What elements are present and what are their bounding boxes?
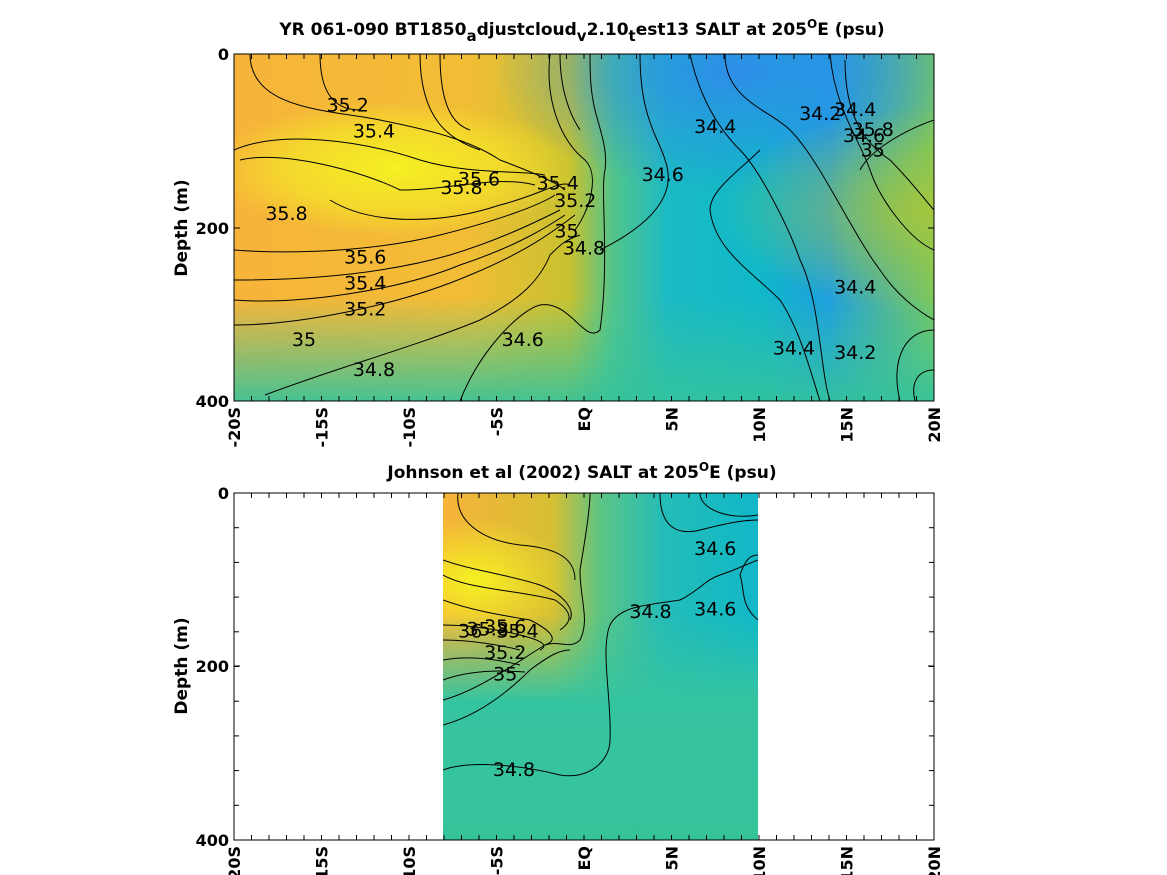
top-contour-label: 35.6 <box>458 168 500 190</box>
top-ylabel: Depth (m) <box>172 179 192 276</box>
bottom-ytick-0: 0 <box>218 484 229 503</box>
top-contour-label: 35.2 <box>327 95 369 117</box>
bottom-panel: Johnson et al (2002) SALT at 205OE (psu) <box>172 460 944 875</box>
top-ytick-400: 400 <box>196 392 229 411</box>
top-contour-label: 35 <box>554 220 578 242</box>
bottom-contour-label: 35.4 <box>496 620 538 642</box>
top-xtick-label: 20N <box>925 407 944 443</box>
bottom-contour-label: 35.8 <box>467 619 509 641</box>
top-x-minor-ticks <box>233 54 935 401</box>
top-contour-label: 35.8 <box>440 177 482 199</box>
top-contour-label: 34.8 <box>353 359 395 381</box>
top-contour-label: 34.4 <box>773 337 815 359</box>
top-contour-label: 34.6 <box>502 329 544 351</box>
bottom-xtick-labels: -20S -15S -10S -5S EQ 5N 10N 15N 20N <box>225 846 944 875</box>
top-ytick-0: 0 <box>218 45 229 64</box>
bottom-contour-label: 35 <box>493 664 517 686</box>
top-panel: YR 061-090 BT1850adjustcloudv2.10test13 … <box>172 17 944 447</box>
bottom-contour-label: 34.8 <box>629 601 671 623</box>
bottom-ytick-400: 400 <box>196 831 229 850</box>
top-contour-label: 35.8 <box>852 119 894 141</box>
top-xtick-label: -15S <box>313 407 332 447</box>
bottom-contour-label: 36 <box>458 620 482 642</box>
top-contour-label: 35 <box>292 329 316 351</box>
bottom-contour-label: 35.2 <box>484 642 526 664</box>
bottom-xtick-label: 5N <box>663 846 682 871</box>
top-contour-label: 35.4 <box>537 173 579 195</box>
top-contour-label: 35.6 <box>344 246 386 268</box>
bottom-xtick-label: 15N <box>838 846 857 875</box>
bottom-xtick-label: EQ <box>575 846 594 871</box>
bottom-xtick-label: -10S <box>400 846 419 875</box>
top-ticks <box>234 53 934 402</box>
bottom-title: Johnson et al (2002) SALT at 205OE (psu) <box>386 460 776 483</box>
top-title: YR 061-090 BT1850adjustcloudv2.10test13 … <box>278 17 884 45</box>
bottom-contour-label: 34.6 <box>694 538 736 560</box>
bottom-xtick-label: -5S <box>488 846 507 875</box>
top-contour-label: 34.4 <box>834 99 876 121</box>
top-xtick-label: 15N <box>838 407 857 443</box>
top-contour-lines <box>234 54 934 401</box>
top-contour-label: 34.2 <box>799 103 841 125</box>
bottom-ylabel: Depth (m) <box>172 617 192 714</box>
top-contour-label: 35.2 <box>344 298 386 320</box>
top-xtick-label: EQ <box>575 407 594 432</box>
bottom-x-minor-ticks <box>233 493 935 840</box>
bottom-xtick-label: -20S <box>225 846 244 875</box>
bottom-contour-label: 35.6 <box>484 616 526 638</box>
top-xtick-label: -5S <box>488 407 507 436</box>
bottom-contour-label: 34.8 <box>493 759 535 781</box>
top-contour-label: 35.2 <box>554 190 596 212</box>
bottom-xtick-label: -15S <box>313 846 332 875</box>
top-xtick-label: 10N <box>750 407 769 443</box>
top-contour-label: 34.2 <box>834 342 876 364</box>
bottom-contour-label: 34.6 <box>694 599 736 621</box>
top-contour-label: 35.8 <box>265 203 307 225</box>
top-contour-label: 34.4 <box>834 277 876 299</box>
top-xtick-labels: -20S -15S -10S -5S EQ 5N 10N 15N 20N <box>225 407 944 447</box>
top-contour-label: 34.4 <box>694 116 736 138</box>
top-ytick-200: 200 <box>196 219 229 238</box>
top-contour-label: 34.6 <box>642 164 684 186</box>
top-salinity-field: 35.235.435.635.835.835.435.23534.835.635… <box>234 54 934 401</box>
top-contour-label: 35 <box>861 140 885 162</box>
top-contour-label: 34.6 <box>843 125 885 147</box>
top-xtick-label: 5N <box>663 407 682 432</box>
bottom-xtick-label: 10N <box>750 846 769 875</box>
top-contour-label: 34.8 <box>563 238 605 260</box>
bottom-contour-lines <box>443 493 758 777</box>
top-xtick-label: -20S <box>225 407 244 447</box>
top-xtick-label: -10S <box>400 407 419 447</box>
bottom-y-minor-ticks <box>234 492 934 841</box>
bottom-xtick-label: 20N <box>925 846 944 875</box>
top-contour-label: 35.4 <box>344 272 386 294</box>
top-contour-labels: 35.235.435.635.835.835.435.23534.835.635… <box>265 95 894 382</box>
bottom-ytick-200: 200 <box>196 657 229 676</box>
top-contour-label: 35.4 <box>353 121 395 143</box>
